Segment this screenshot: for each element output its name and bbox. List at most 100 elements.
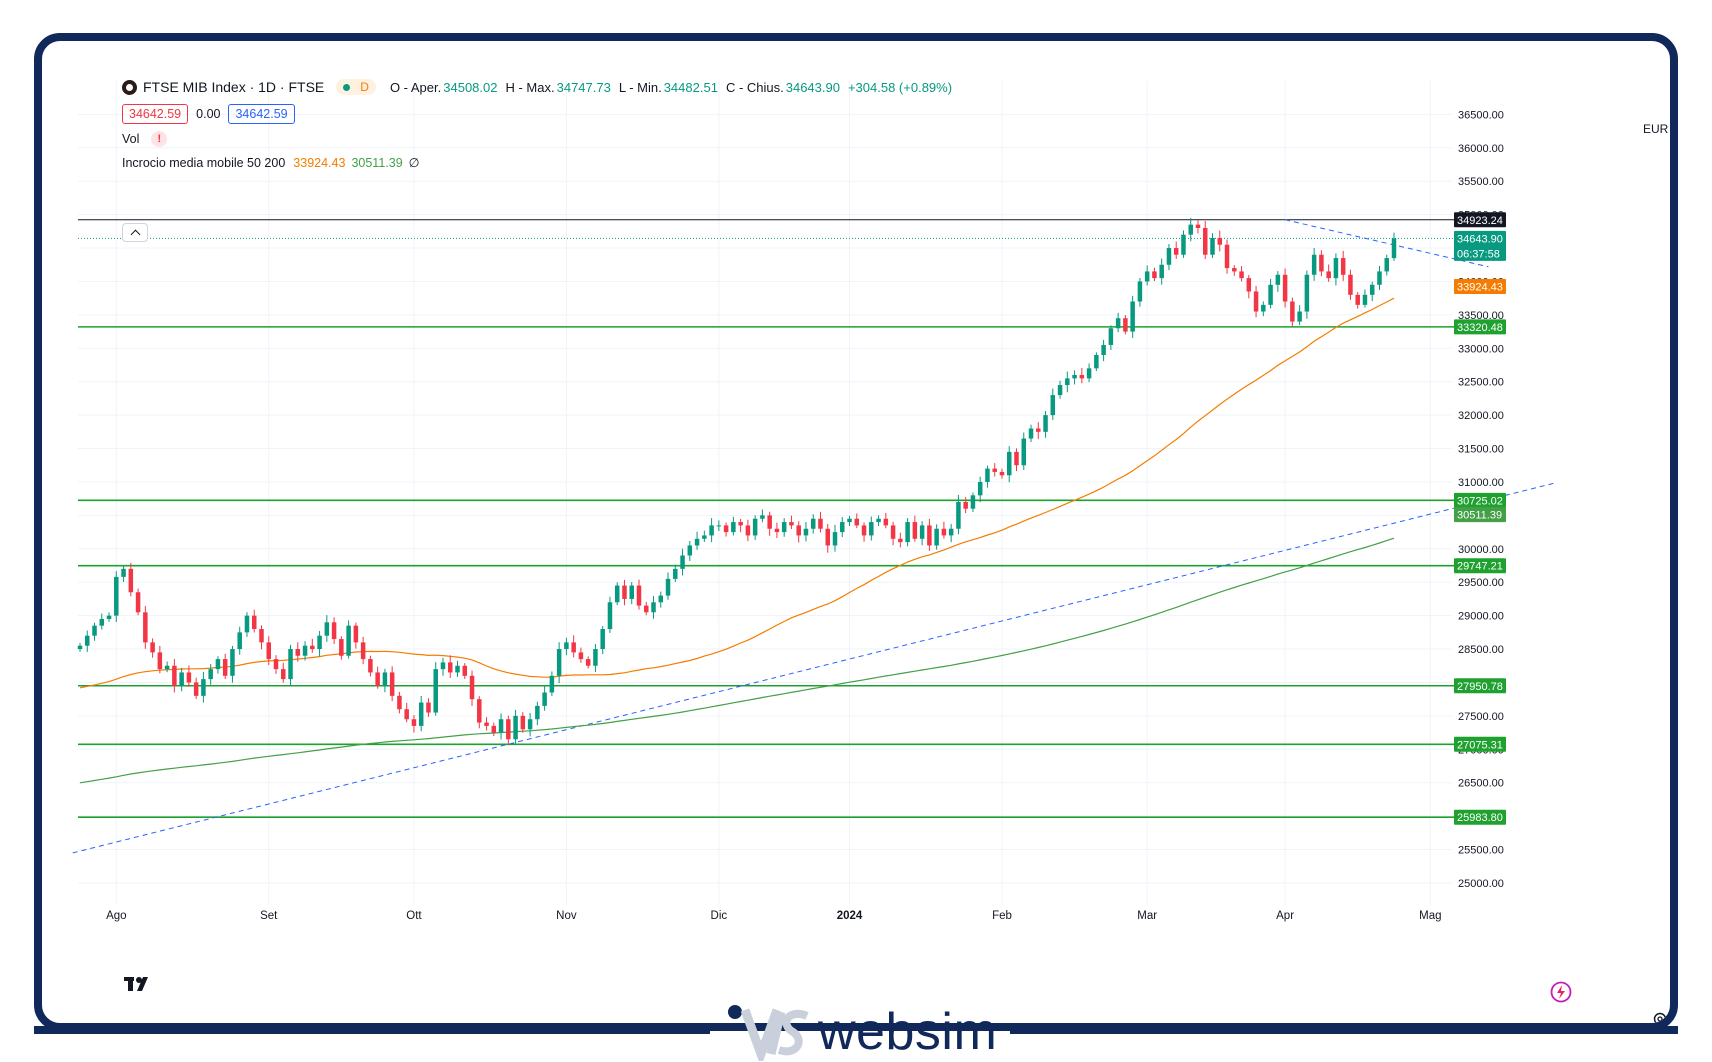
- candle-body: [796, 525, 801, 536]
- candle-body: [331, 622, 337, 640]
- flash-icon[interactable]: [1550, 981, 1572, 1003]
- level-tag: 25983.80: [1457, 812, 1503, 824]
- market-status-badge[interactable]: D: [336, 79, 376, 95]
- candle-body: [1217, 238, 1223, 245]
- candle-body: [1202, 227, 1208, 255]
- candle-body: [535, 705, 540, 720]
- candle-body: [418, 702, 424, 726]
- candle-body: [99, 618, 105, 626]
- candle-body: [1159, 264, 1164, 279]
- level-tag: 29747.21: [1457, 561, 1503, 573]
- candle-body: [1355, 294, 1360, 305]
- x-tick-label: Ott: [406, 910, 422, 922]
- candle-body: [164, 665, 170, 670]
- y-tick-label: 31000.00: [1458, 477, 1504, 489]
- candle-body: [397, 695, 402, 710]
- candle-body: [404, 709, 409, 720]
- bid-ask-row: 34642.59 0.00 34642.59: [122, 104, 295, 124]
- symbol-logo-icon: [122, 79, 137, 95]
- low-value: 34482.51: [663, 79, 718, 95]
- candle-body: [556, 649, 562, 676]
- ma200-tag-bg: [1454, 507, 1506, 523]
- volume-row: Vol !: [122, 131, 168, 147]
- candle-body: [462, 665, 468, 676]
- candle-body: [288, 649, 293, 680]
- collapse-legend-button[interactable]: [122, 223, 148, 242]
- level-tag-bg: [1454, 809, 1506, 825]
- websim-logo-icon: [728, 1005, 809, 1061]
- candle-body: [251, 615, 257, 629]
- candle-body: [767, 515, 772, 529]
- candle-body: [1115, 318, 1121, 329]
- volume-label[interactable]: Vol: [122, 132, 140, 146]
- open-value: 34508.02: [443, 79, 498, 95]
- candle-body: [1348, 274, 1353, 295]
- warning-icon[interactable]: !: [151, 131, 168, 147]
- candle-body: [687, 545, 693, 556]
- candle-body: [1369, 284, 1375, 295]
- price-tags: 33320.48 30725.02 29747.21 27950.78 27075.31…: [1454, 212, 1506, 825]
- candle-body: [1377, 271, 1382, 285]
- candle-body: [389, 672, 395, 696]
- sell-price-button[interactable]: 34642.59: [122, 104, 189, 124]
- candle-body: [1130, 301, 1135, 332]
- tradingview-logo-icon[interactable]: [124, 976, 154, 992]
- currency-select[interactable]: EUR ⌄: [1639, 119, 1670, 139]
- candle-body: [382, 672, 388, 686]
- ma50-line: [79, 297, 1395, 689]
- high-value: 34747.73: [556, 79, 611, 95]
- brand-name: websim: [818, 1003, 998, 1061]
- brand-footer: websim: [0, 1002, 1712, 1061]
- candle-body: [1065, 378, 1070, 386]
- indicator-name[interactable]: Incrocio media mobile 50 200: [122, 155, 286, 170]
- price-chart[interactable]: 36500.0036000.0035500.0035000.0034500.00…: [42, 41, 1670, 1023]
- candle-body: [92, 625, 97, 636]
- candle-body: [527, 719, 533, 730]
- candle-body: [273, 659, 279, 670]
- candle-body: [847, 518, 852, 523]
- candle-body: [1057, 385, 1063, 396]
- candle-body: [1021, 438, 1027, 466]
- candle-body: [898, 538, 903, 543]
- max-price-tag-bg: [1454, 212, 1506, 228]
- candle-body: [1079, 375, 1085, 379]
- candle-body: [1326, 271, 1331, 279]
- candle-body: [731, 522, 736, 533]
- candle-body: [622, 585, 627, 599]
- candle-body: [1210, 238, 1215, 255]
- candle-body: [738, 522, 743, 526]
- candle-body: [1268, 284, 1273, 305]
- buy-price-button[interactable]: 34642.59: [228, 104, 295, 124]
- candle-body: [1050, 395, 1056, 416]
- candle-body: [694, 538, 700, 546]
- change-value: +304.58 (+0.89%): [847, 79, 953, 95]
- candle-body: [186, 672, 192, 683]
- candle-body: [774, 528, 780, 533]
- candle-body: [1282, 274, 1288, 302]
- candle-body: [1036, 428, 1041, 432]
- candle-body: [593, 649, 598, 666]
- candle-body: [346, 625, 351, 656]
- gear-icon[interactable]: [1652, 1011, 1668, 1027]
- candle-body: [716, 525, 722, 527]
- candle-body: [281, 669, 286, 680]
- candle-body: [818, 518, 823, 529]
- candle-body: [578, 652, 584, 660]
- candle-body: [498, 719, 504, 733]
- symbol-title[interactable]: FTSE MIB Index · 1D · FTSE: [143, 79, 325, 95]
- candle-body: [520, 715, 526, 730]
- candle-body: [607, 602, 613, 629]
- indicator-row: Incrocio media mobile 50 200 33924.43 30…: [122, 155, 420, 171]
- candle-body: [1333, 258, 1339, 279]
- candle-body: [803, 528, 809, 536]
- y-tick-label: 36000.00: [1458, 143, 1504, 155]
- candle-body: [513, 715, 518, 740]
- symbol-row: FTSE MIB Index · 1D · FTSE D O - Aper. 3…: [122, 79, 960, 95]
- candle-body: [477, 699, 482, 723]
- candle-body: [208, 669, 213, 680]
- candle-body: [832, 532, 838, 546]
- chart-frame: 36500.0036000.0035500.0035000.0034500.00…: [34, 33, 1678, 1031]
- candle-body: [680, 555, 685, 569]
- candle-body: [1028, 428, 1034, 439]
- open-label: O - Aper.: [389, 79, 442, 95]
